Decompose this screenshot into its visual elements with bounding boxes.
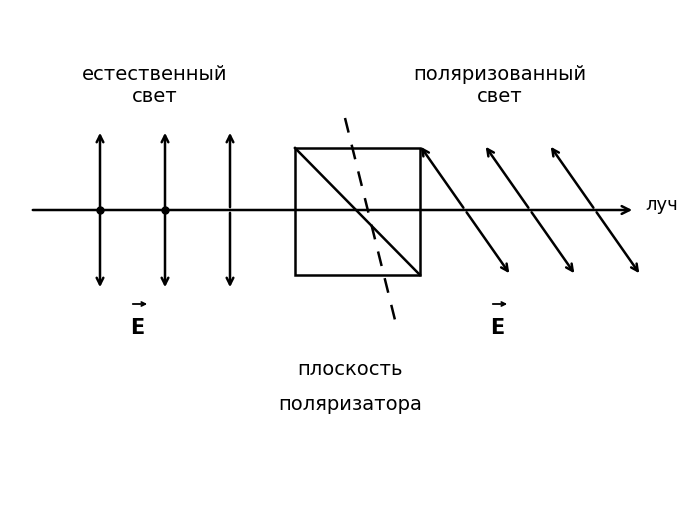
Text: естественный
свет: естественный свет	[82, 65, 228, 106]
Text: поляризованный
свет: поляризованный свет	[413, 65, 587, 106]
Text: $\mathbf{E}$: $\mathbf{E}$	[490, 318, 505, 338]
Bar	[295, 148, 420, 275]
Text: луч: луч	[645, 196, 678, 214]
Text: $\mathbf{E}$: $\mathbf{E}$	[130, 318, 145, 338]
Text: поляризатора: поляризатора	[278, 395, 422, 414]
Text: плоскость: плоскость	[297, 360, 403, 379]
